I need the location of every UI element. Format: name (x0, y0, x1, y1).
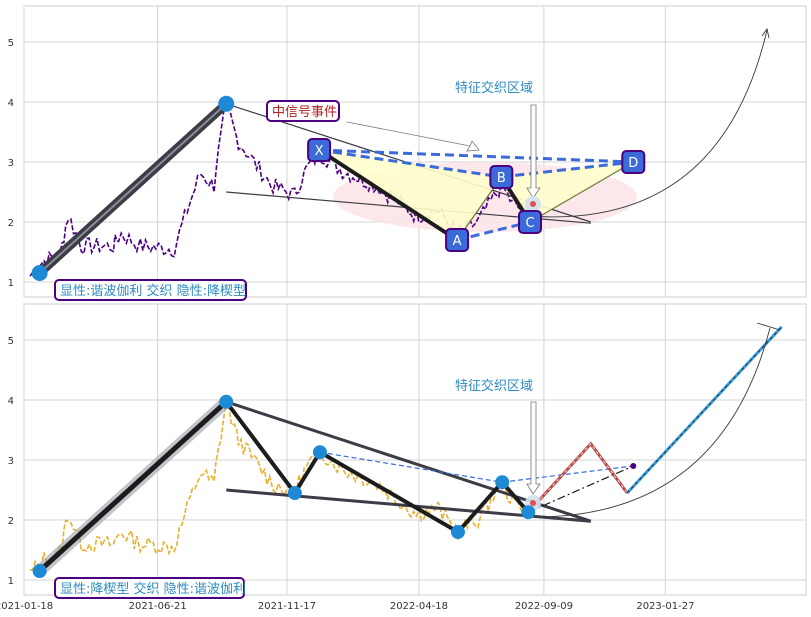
x-tick-label: 2022-04-18 (390, 601, 448, 612)
pivot-point-bottom (219, 394, 234, 409)
impulse-line-bottom (37, 399, 228, 573)
bottom-pattern-label-box (54, 577, 245, 599)
pivot-point-bottom (450, 525, 465, 539)
pivot-label-D: D (628, 156, 638, 171)
dashed-harmonic-line-bottom (502, 465, 634, 483)
chart-text: 1 2 3 4 5 1 2 3 4 5 2021-01-18 2021-06-21 2021-11-17… (0, 38, 694, 612)
harmonic-dashed-line (318, 148, 502, 179)
pivot-point-bottom (312, 445, 327, 460)
dashdot-line-bottom (528, 465, 634, 513)
zone-arrow (526, 104, 541, 199)
chart-marks (31, 95, 646, 599)
y-tick-label: 3 (8, 158, 14, 169)
panel-frame (23, 303, 807, 596)
pivot-label-box (518, 210, 542, 234)
chart-lines (29, 27, 783, 577)
panels (23, 5, 807, 596)
y-tick-label: 1 (8, 278, 14, 289)
harmonic-dashed-line (319, 148, 634, 164)
y-tick-label: 5 (8, 38, 14, 49)
impulse-start-point (31, 265, 48, 281)
impulse-end-point (218, 95, 235, 112)
y-tick-label: 1 (8, 576, 14, 587)
projection-arrowhead (761, 27, 770, 39)
y-tick-label: 4 (8, 396, 14, 407)
projection-arc (528, 29, 768, 218)
signal-arrow (346, 121, 480, 152)
x-tick-label: 2021-06-21 (129, 601, 187, 612)
signal-event-label-box (266, 100, 340, 122)
y-tick-label: 2 (8, 218, 14, 229)
top-pattern-label-box (54, 279, 247, 301)
top-pattern-label: 显性:谐波伽利 交织 隐性:降楔型 (60, 283, 246, 299)
projection-path-up-dash (528, 443, 628, 513)
harmonic-leg-thin (529, 161, 634, 223)
pivot-point-bottom (495, 475, 510, 490)
panel-frame (23, 5, 807, 298)
target-bar (756, 322, 781, 331)
x-tick-label: 2022-09-09 (515, 601, 573, 612)
pivot-label-X: X (315, 144, 324, 159)
harmonic-dashed-line (501, 160, 634, 179)
pivot-label-A: A (453, 234, 462, 249)
harmonic-dashed-line (456, 220, 531, 242)
harmonic-triangle-xab (319, 150, 502, 240)
pivot-point-bottom (287, 486, 302, 500)
zone-arrow-bottom (526, 401, 541, 495)
projection-arc-bottom (528, 327, 771, 518)
projection-end-dot (630, 463, 637, 469)
top-zone-label: 特征交织区域 (455, 80, 533, 96)
x-tick-label: 2021-11-17 (258, 601, 316, 612)
y-tick-label: 2 (8, 516, 14, 527)
y-tick-label: 3 (8, 456, 14, 467)
y-tick-label: 5 (8, 336, 14, 347)
pivot-label-box (445, 228, 470, 252)
impulse-highlight (38, 103, 227, 274)
y-tick-label: 4 (8, 98, 14, 109)
bottom-pattern-label: 显性:降楔型 交织 隐性:谐波伽利 (60, 581, 246, 597)
x-tick-label: 2023-01-27 (636, 601, 694, 612)
pivot-label-C: C (525, 216, 534, 231)
pivot-label-box (489, 165, 514, 189)
pivot-label-box (307, 138, 332, 162)
zone-marker-dot-bottom (530, 500, 536, 506)
pivot-point-bottom (521, 505, 536, 520)
zone-marker-dot (530, 201, 536, 207)
x-tick-label: 2021-01-18 (0, 601, 53, 612)
signal-event-label: 中信号事件 (272, 105, 337, 120)
pivot-label-box (621, 150, 646, 174)
bottom-zone-label: 特征交织区域 (455, 378, 533, 394)
harmonic-leg (318, 148, 459, 242)
projection-path-final-dash (626, 326, 782, 494)
dashed-harmonic-line-bottom (319, 451, 503, 483)
pivot-label-B: B (497, 171, 506, 186)
pivot-point-bottom (32, 564, 47, 578)
